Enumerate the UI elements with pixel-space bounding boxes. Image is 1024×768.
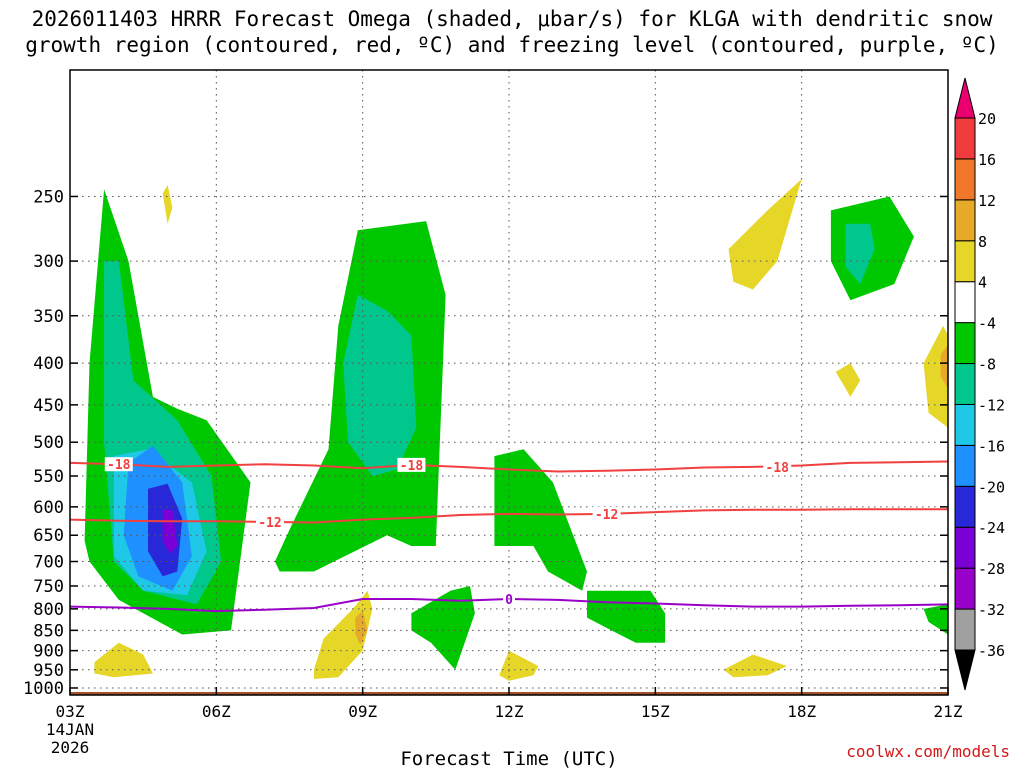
- date-label-day: 14JAN: [46, 720, 94, 739]
- y-tick-label-400: 400: [33, 354, 64, 374]
- y-tick-label-700: 700: [33, 553, 64, 573]
- x-tick-label-21Z: 21Z: [934, 702, 963, 721]
- x-axis-title: Forecast Time (UTC): [400, 748, 617, 768]
- y-tick-label-650: 650: [33, 526, 64, 546]
- colorbar-label-4: -20: [978, 478, 1005, 496]
- colorbar-swatch-0: [954, 608, 976, 651]
- x-tick-label-12Z: 12Z: [495, 702, 524, 721]
- omega-yellow-1730z: [728, 179, 802, 290]
- omega-orange-21z: [940, 344, 948, 389]
- colorbar-label-12: 16: [978, 151, 996, 169]
- y-tick-label-600: 600: [33, 498, 64, 518]
- contour-label-1: -18: [400, 459, 424, 474]
- x-tick-label-03Z: 03Z: [56, 702, 85, 721]
- date-label-year: 2026: [51, 738, 90, 757]
- contour-label-5: 0: [505, 593, 513, 608]
- omega-teal-ne: [845, 223, 875, 284]
- omega-green-12z: [494, 449, 587, 591]
- colorbar-label-0: -36: [978, 642, 1005, 660]
- colorbar-under-triangle: [954, 649, 976, 691]
- omega-yellow-top: [162, 184, 173, 224]
- y-tick-label-900: 900: [33, 642, 64, 662]
- omega-yellow-21z-upper: [923, 325, 948, 428]
- colorbar-swatch-8: [954, 281, 976, 324]
- contour-label-bg-2: [763, 459, 792, 474]
- omega-yellow-1730z-low: [723, 654, 787, 678]
- contour-label-3: -12: [258, 516, 281, 531]
- colorbar-label-9: 4: [978, 274, 987, 292]
- colorbar-label-10: 8: [978, 233, 987, 251]
- omega-shading-layer: [84, 179, 948, 681]
- title-line-1: 2026011403 HRRR Forecast Omega (shaded, …: [31, 7, 993, 31]
- colorbar-swatch-7: [954, 322, 976, 365]
- colorbar-swatch-9: [954, 240, 976, 283]
- omega-green-1430z: [587, 590, 666, 643]
- x-tick-label-18Z: 18Z: [787, 702, 816, 721]
- omega-teal-center: [343, 294, 417, 476]
- colorbar-swatch-6: [954, 363, 976, 405]
- y-tick-label-500: 500: [33, 433, 64, 453]
- omega-yellow-1230z: [499, 650, 539, 681]
- colorbar-swatch-4: [954, 444, 976, 487]
- x-tick-label-06Z: 06Z: [202, 702, 231, 721]
- colorbar-label-5: -16: [978, 437, 1005, 455]
- colorbar-swatch-1: [954, 567, 976, 610]
- colorbar-swatch-2: [954, 526, 976, 569]
- y-tick-label-1000: 1000: [23, 679, 64, 699]
- colorbar-label-8: -4: [978, 315, 996, 333]
- title-line-2: growth region (contoured, red, ºC) and f…: [25, 33, 999, 57]
- y-tick-label-350: 350: [33, 307, 64, 327]
- colorbar-label-7: -8: [978, 356, 996, 374]
- colorbar: -36 -32 -28 -24 -20 -16 -12 -8 -4 4 8 12 16 20: [954, 77, 1005, 691]
- y-tick-label-450: 450: [33, 396, 64, 416]
- contour-dendritic-bottom: [69, 508, 948, 524]
- colorbar-label-11: 12: [978, 192, 996, 210]
- colorbar-swatch-11: [954, 158, 976, 201]
- y-tick-label-800: 800: [33, 600, 64, 620]
- contour-layer: -18 -18 -18 -12 -12 0: [69, 457, 949, 613]
- omega-orange-0530z: [355, 611, 368, 645]
- omega-green-1130z: [411, 586, 475, 670]
- colorbar-label-1: -32: [978, 601, 1005, 619]
- colorbar-over-triangle: [954, 77, 976, 119]
- y-tick-label-850: 850: [33, 621, 64, 641]
- contour-dendritic-top: [69, 460, 949, 473]
- omega-yellow-1915z: [835, 363, 861, 397]
- colorbar-label-3: -24: [978, 519, 1005, 537]
- contour-label-bg-3: [255, 514, 284, 529]
- contour-label-0: -18: [107, 458, 131, 473]
- y-tick-label-300: 300: [33, 252, 64, 272]
- colorbar-label-13: 20: [978, 110, 996, 128]
- colorbar-swatch-12: [954, 117, 976, 160]
- omega-yellow-0530z: [313, 590, 373, 679]
- colorbar-label-6: -12: [978, 396, 1005, 414]
- contour-label-2: -18: [766, 461, 790, 476]
- contour-label-4: -12: [595, 508, 618, 523]
- omega-yellow-04z: [94, 642, 153, 678]
- y-tick-label-950: 950: [33, 661, 64, 681]
- colorbar-swatch-10: [954, 199, 976, 242]
- omega-green-21z: [923, 604, 948, 635]
- y-tick-label-750: 750: [33, 577, 64, 597]
- contour-label-bg-1: [397, 457, 426, 472]
- credit-link[interactable]: coolwx.com/models: [846, 742, 1010, 761]
- y-tick-label-550: 550: [33, 467, 64, 487]
- contour-label-bg-5: [503, 591, 515, 606]
- colorbar-label-2: -28: [978, 560, 1005, 578]
- x-tick-label-15Z: 15Z: [641, 702, 670, 721]
- chart-title: 2026011403 HRRR Forecast Omega (shaded, …: [0, 6, 1024, 58]
- x-tick-label-09Z: 09Z: [348, 702, 377, 721]
- contour-label-bg-4: [592, 506, 621, 521]
- y-axis: 2503003504004505005506006507007508008509…: [23, 187, 948, 699]
- colorbar-swatch-3: [954, 485, 976, 528]
- colorbar-swatch-5: [954, 403, 976, 446]
- y-tick-label-250: 250: [33, 187, 64, 207]
- contour-label-bg-0: [104, 457, 133, 472]
